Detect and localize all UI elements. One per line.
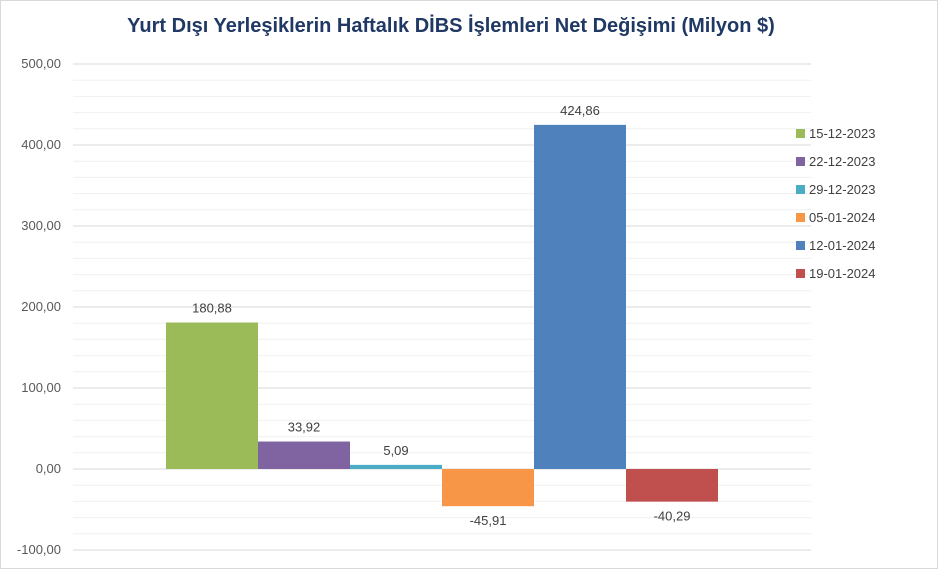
legend-label: 19-01-2024 (809, 265, 876, 281)
y-tick-label: 0,00 (36, 461, 61, 476)
y-tick-label: 100,00 (21, 380, 61, 395)
chart-title: Yurt Dışı Yerleşiklerin Haftalık DİBS İş… (127, 15, 775, 37)
bar-19-01-2024 (626, 469, 718, 502)
legend: 15-12-2023 22-12-2023 29-12-2023 05-01-2024… (796, 119, 876, 287)
y-tick-label: 500,00 (21, 56, 61, 71)
bar-12-01-2024 (534, 124, 626, 469)
legend-swatch (796, 184, 805, 194)
legend-swatch (796, 212, 805, 222)
y-tick-label: -100,00 (17, 542, 61, 557)
bar-29-12-2023 (350, 464, 442, 469)
legend-label: 29-12-2023 (809, 181, 876, 197)
legend-swatch (796, 268, 805, 278)
y-tick-label: 400,00 (21, 137, 61, 152)
legend-swatch (796, 128, 805, 138)
legend-label: 15-12-2023 (809, 125, 876, 141)
legend-item: 29-12-2023 (796, 175, 876, 203)
legend-label: 05-01-2024 (809, 209, 876, 225)
data-label-22-12-2023: 33,92 (288, 420, 321, 435)
legend-item: 12-01-2024 (796, 231, 876, 259)
legend-swatch (796, 156, 805, 166)
legend-item: 15-12-2023 (796, 119, 876, 147)
y-tick-label: 200,00 (21, 299, 61, 314)
legend-swatch (796, 240, 805, 250)
y-tick-label: 300,00 (21, 218, 61, 233)
data-label-15-12-2023: 180,88 (192, 300, 232, 315)
data-label-05-01-2024: -45,91 (470, 513, 507, 528)
legend-item: 05-01-2024 (796, 203, 876, 231)
bar-22-12-2023 (258, 441, 350, 469)
legend-item: 22-12-2023 (796, 147, 876, 175)
bar-15-12-2023 (166, 322, 258, 469)
data-label-29-12-2023: 5,09 (383, 443, 408, 458)
legend-label: 22-12-2023 (809, 153, 876, 169)
bar-05-01-2024 (442, 469, 534, 507)
legend-label: 12-01-2024 (809, 237, 876, 253)
legend-item: 19-01-2024 (796, 259, 876, 287)
data-label-19-01-2024: -40,29 (654, 509, 691, 524)
data-label-12-01-2024: 424,86 (560, 103, 600, 118)
